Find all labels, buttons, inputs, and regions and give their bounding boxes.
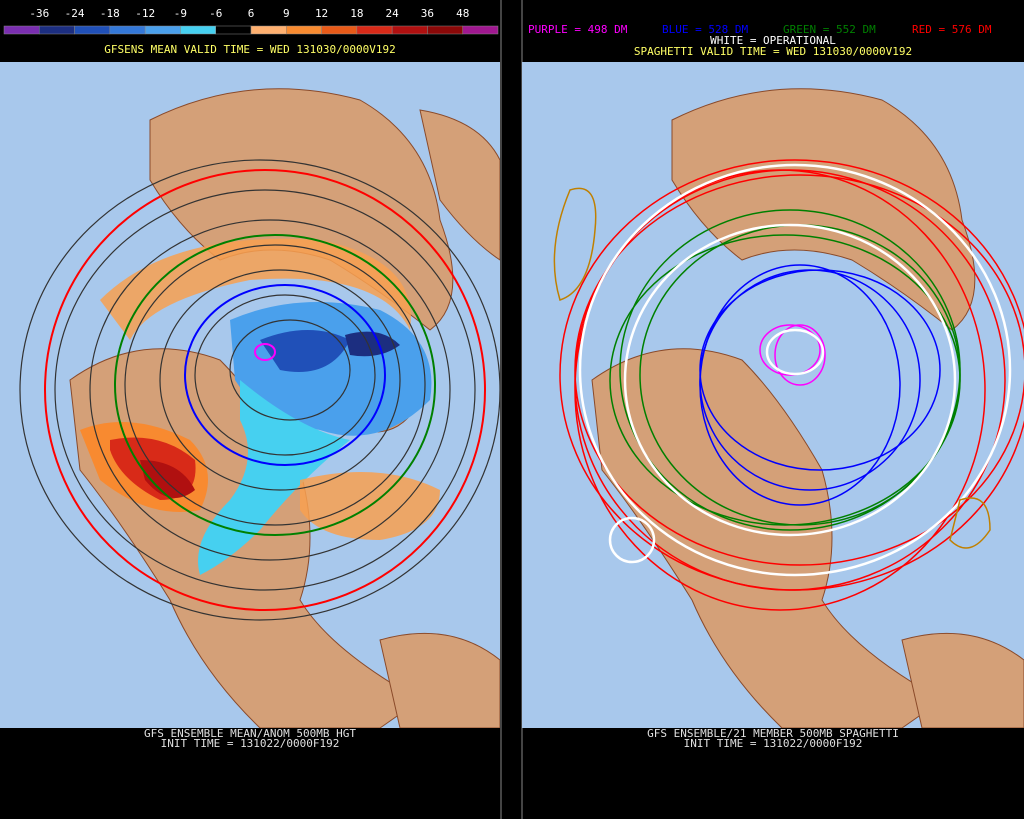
color-swatch: [39, 25, 75, 35]
right-map: [522, 62, 1024, 728]
color-swatch: [215, 25, 252, 35]
color-swatch: [286, 25, 322, 35]
color-swatch: [250, 25, 287, 35]
scale-label: -24: [65, 7, 85, 20]
scale-label: -6: [209, 7, 222, 20]
color-swatch: [109, 25, 146, 35]
legend: PURPLE = 498 DM BLUE = 528 DM GREEN = 552 …: [528, 23, 992, 36]
scale-label: -12: [135, 7, 155, 20]
scale-label: 12: [315, 7, 328, 20]
footer-text: INIT TIME = 131022/0000F192: [684, 737, 863, 750]
scale-label: -9: [174, 7, 187, 20]
map-title: GFSENS MEAN VALID TIME = WED 131030/0000…: [104, 43, 395, 56]
color-swatch: [462, 25, 499, 35]
scale-label: -18: [100, 7, 120, 20]
color-swatch: [180, 25, 216, 35]
footer-text: GFS ENSEMBLE/21 MEMBER 500MB SPAGHETTI: [647, 727, 899, 740]
map-title: SPAGHETTI VALID TIME = WED 131030/0000V1…: [634, 45, 912, 58]
scale-label: 24: [386, 7, 400, 20]
operational-label: WHITE = OPERATIONAL: [710, 34, 836, 47]
color-swatch: [144, 25, 181, 35]
scale-label: -36: [29, 7, 49, 20]
legend-entry: RED = 576 DM: [912, 23, 992, 36]
color-swatch: [321, 25, 358, 35]
footer-text: INIT TIME = 131022/0000F192: [161, 737, 340, 750]
legend-entry: PURPLE = 498 DM: [528, 23, 628, 36]
scale-label: 6: [248, 7, 255, 20]
footer-text: GFS ENSEMBLE MEAN/ANOM 500MB HGT: [144, 727, 356, 740]
scale-label: 36: [421, 7, 434, 20]
color-scale: -36 -24 -18 -12 -9 -6 6 9 12 18 24 36 48: [3, 7, 499, 35]
scale-label: 18: [350, 7, 363, 20]
scale-label: 9: [283, 7, 290, 20]
color-swatch: [3, 25, 40, 35]
color-swatch: [74, 25, 111, 35]
color-swatch: [391, 25, 428, 35]
left-map: [0, 62, 500, 728]
color-swatch: [356, 25, 393, 35]
legend-entry: BLUE = 528 DM: [662, 23, 748, 36]
scale-label: 48: [456, 7, 469, 20]
color-swatch: [427, 25, 463, 35]
legend-entry: GREEN = 552 DM: [783, 23, 876, 36]
